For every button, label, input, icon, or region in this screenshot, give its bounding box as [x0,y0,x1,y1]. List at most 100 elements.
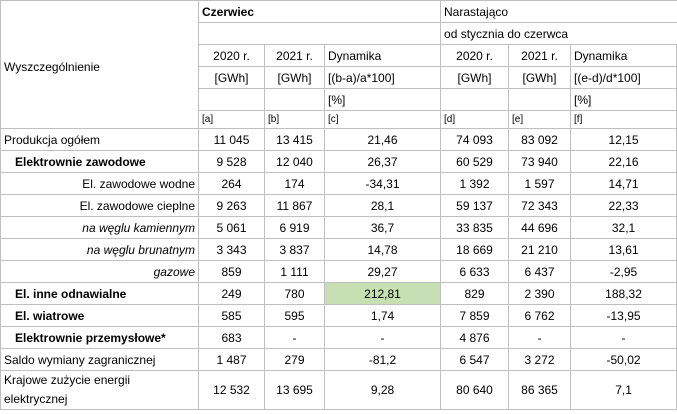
cell-d: 7 859 [440,304,510,327]
row-label: Saldo wymiany zagranicznej [0,348,199,371]
row-label: Elektrownie zawodowe [0,150,199,173]
table-row: El. zawodowe cieplne 9 263 11 867 28,1 5… [0,194,677,217]
cell-f: 188,32 [570,282,677,305]
group1-title: Czerwiec [197,0,441,23]
cell-a: 249 [198,282,265,305]
cell-f: 7,1 [570,370,677,410]
col-d-year: 2020 r. [440,44,510,67]
table-row: El. zawodowe wodne 264 174 -34,31 1 392 … [0,172,677,195]
cell-e: 3 272 [508,348,572,371]
cell-e: 21 210 [508,238,572,261]
cell-a: 1 487 [198,348,265,371]
cell-b: 13 415 [264,128,325,151]
cell-f: - [570,326,677,349]
cell-c: 29,27 [323,260,442,283]
table-row: Elektrownie zawodowe 9 528 12 040 26,37 … [0,150,677,173]
cell-e: 73 940 [508,150,572,173]
cell-f: 14,71 [570,172,677,195]
header-row-letters: [a] [b] [c] [d] [e] [f] [0,110,677,129]
col-d-pct-empty [440,88,510,111]
row-label: gazowe [0,260,199,283]
group2-title-line1: Narastająco [440,0,677,23]
cell-b: 3 837 [264,238,325,261]
row-label: El. inne odnawialne [0,282,199,305]
col-e-pct-empty [508,88,572,111]
cell-c: -81,2 [323,348,442,371]
cell-b: - [264,326,325,349]
cell-d: 4 876 [440,326,510,349]
col-e-unit: [GWh] [508,66,572,89]
cell-f: 22,16 [570,150,677,173]
col-b-pct-empty [264,88,325,111]
cell-a: 11 045 [198,128,265,151]
row-label-header-mid [0,22,199,45]
cell-a: 5 061 [198,216,265,239]
cell-a: 9 263 [198,194,265,217]
row-label-header-pct [0,88,199,111]
cell-b: 174 [264,172,325,195]
header-row-2: od stycznia do czerwca [0,22,677,45]
col-c-unit: [%] [323,88,442,111]
row-label-header-letters [0,110,199,129]
cell-c: 14,78 [323,238,442,261]
cell-f: 13,61 [570,238,677,261]
cell-d: 74 093 [440,128,510,151]
col-c-formula: [(b-a)/a*100] [323,66,442,89]
col-b-year: 2021 r. [264,44,325,67]
cell-d: 33 835 [440,216,510,239]
cell-e: 83 092 [508,128,572,151]
cell-a: 683 [198,326,265,349]
cell-e: 1 597 [508,172,572,195]
table-row: Produkcja ogółem 11 045 13 415 21,46 74 … [0,128,677,151]
row-label: Krajowe zużycie energii elektrycznej [0,370,199,410]
table-row: El. inne odnawialne 249 780 212,81 829 2… [0,282,677,305]
cell-f: 22,33 [570,194,677,217]
row-label: El. wiatrowe [0,304,199,327]
col-e-year: 2021 r. [508,44,572,67]
table-row: El. wiatrowe 585 595 1,74 7 859 6 762 -1… [0,304,677,327]
cell-b: 12 040 [264,150,325,173]
col-a-year: 2020 r. [198,44,265,67]
cell-c: 9,28 [323,370,442,410]
table-row: Krajowe zużycie energii elektrycznej 12 … [0,370,677,410]
row-label: Elektrownie przemysłowe* [0,326,199,349]
table-row: Saldo wymiany zagranicznej 1 487 279 -81… [0,348,677,371]
cell-d: 6 633 [440,260,510,283]
header-row-percent: [%] [%] [0,88,677,111]
cell-e: 72 343 [508,194,572,217]
cell-c-highlighted: 212,81 [323,282,442,305]
cell-e: 86 365 [508,370,572,410]
cell-d: 6 547 [440,348,510,371]
cell-f: 12,15 [570,128,677,151]
cell-b: 1 111 [264,260,325,283]
col-e-letter: [e] [508,110,572,129]
col-a-letter: [a] [198,110,265,129]
cell-d: 80 640 [440,370,510,410]
cell-b: 13 695 [264,370,325,410]
col-f-unit: [%] [570,88,677,111]
cell-e: 2 390 [508,282,572,305]
cell-f: -13,95 [570,304,677,327]
cell-c: 1,74 [323,304,442,327]
row-label-header: Wyszczególnienie [0,44,199,89]
col-f-letter: [f] [570,110,677,129]
cell-b: 279 [264,348,325,371]
table-row: Elektrownie przemysłowe* 683 - - 4 876 -… [0,326,677,349]
col-a-pct-empty [198,88,265,111]
table-row: gazowe 859 1 111 29,27 6 633 6 437 -2,95 [0,260,677,283]
cell-d: 59 137 [440,194,510,217]
cell-c: 26,37 [323,150,442,173]
table-row: na węglu brunatnym 3 343 3 837 14,78 18 … [0,238,677,261]
group2-title-line2: od stycznia do czerwca [440,22,677,45]
cell-d: 60 529 [440,150,510,173]
cell-f: -50,02 [570,348,677,371]
col-f-label: Dynamika [570,44,677,67]
cell-a: 9 528 [198,150,265,173]
cell-c: 28,1 [323,194,442,217]
header-row-years: Wyszczególnienie 2020 r. 2021 r. Dynamik… [0,44,677,89]
row-label-header-top [0,0,199,23]
cell-e: - [508,326,572,349]
cell-c: 21,46 [323,128,442,151]
cell-d: 1 392 [440,172,510,195]
